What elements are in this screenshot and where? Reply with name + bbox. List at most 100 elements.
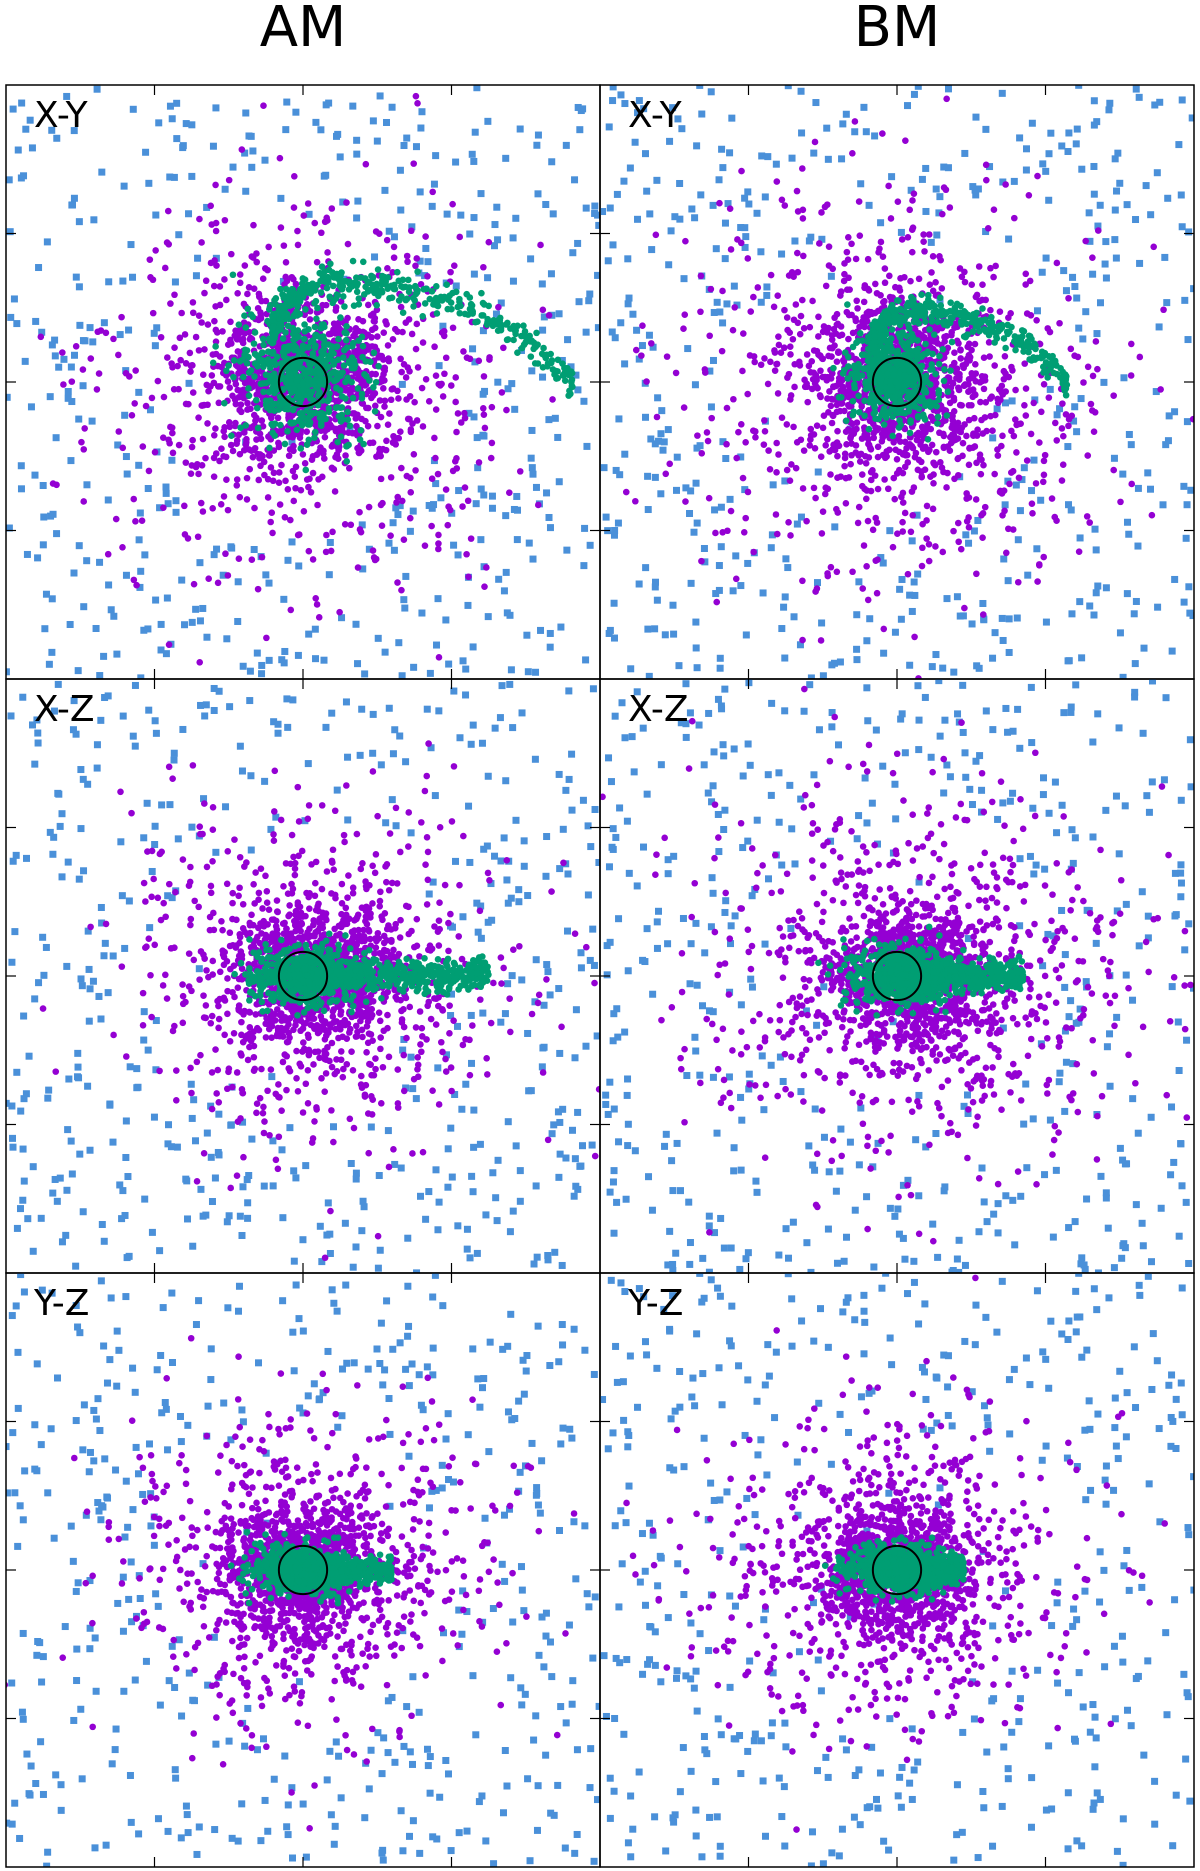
star-point — [884, 485, 892, 493]
dark-matter-point — [1106, 99, 1114, 107]
star-point — [1068, 412, 1076, 420]
star-point — [1127, 340, 1135, 348]
gas-point — [307, 391, 314, 398]
dark-matter-point — [886, 527, 894, 535]
gas-point — [251, 329, 259, 336]
gas-point — [461, 310, 469, 318]
star-point — [275, 469, 283, 476]
gas-point — [299, 386, 307, 393]
dark-matter-point — [1067, 506, 1075, 514]
dark-matter-point — [718, 145, 726, 153]
dark-matter-point — [48, 126, 56, 134]
dark-matter-point — [45, 660, 53, 668]
star-point — [1037, 408, 1045, 416]
star-point — [258, 553, 266, 561]
star-point — [432, 406, 440, 413]
star-point — [537, 241, 544, 249]
star-point — [960, 364, 968, 372]
gas-point — [251, 373, 258, 380]
star-point — [1002, 181, 1009, 188]
star-point — [959, 452, 966, 460]
dark-matter-point — [980, 616, 988, 624]
star-point — [749, 427, 757, 434]
star-point — [1094, 227, 1102, 234]
dark-matter-point — [157, 620, 165, 628]
star-point — [752, 434, 759, 441]
star-point — [305, 547, 313, 555]
star-point — [902, 137, 909, 144]
star-point — [149, 276, 157, 284]
star-point — [1084, 452, 1092, 459]
dark-matter-point — [586, 290, 594, 298]
dark-matter-point — [125, 326, 133, 334]
dark-matter-point — [608, 328, 616, 336]
star-point — [780, 344, 788, 352]
dark-matter-point — [855, 578, 863, 586]
star-point — [68, 378, 76, 385]
star-point — [771, 367, 779, 374]
dark-matter-point — [975, 664, 983, 672]
star-point — [225, 419, 233, 426]
star-point — [926, 281, 934, 288]
dark-matter-point — [998, 89, 1006, 97]
dark-matter-point — [459, 657, 467, 665]
star-point — [447, 382, 455, 389]
star-point — [760, 441, 768, 448]
dark-matter-point — [729, 587, 737, 595]
dark-matter-point — [283, 98, 291, 106]
star-point — [739, 474, 747, 482]
star-point — [87, 355, 95, 362]
star-point — [837, 473, 845, 480]
dark-matter-point — [509, 277, 517, 285]
star-point — [301, 460, 309, 467]
star-point — [241, 429, 248, 436]
star-point — [335, 319, 343, 327]
star-point — [855, 503, 863, 511]
star-point — [465, 573, 472, 581]
star-point — [738, 167, 745, 175]
gas-point — [288, 389, 295, 396]
star-point — [978, 372, 986, 380]
dark-matter-point — [796, 641, 804, 649]
star-point — [130, 576, 138, 584]
star-point — [977, 398, 984, 406]
star-point — [309, 452, 317, 460]
star-point — [811, 445, 819, 452]
dark-matter-point — [745, 200, 753, 208]
star-point — [792, 301, 800, 308]
dark-matter-point — [555, 310, 563, 318]
dark-matter-point — [1162, 441, 1170, 449]
dark-matter-point — [416, 188, 424, 196]
dark-matter-point — [693, 664, 701, 672]
dark-matter-point — [491, 221, 499, 229]
dark-matter-point — [651, 473, 659, 481]
dark-matter-point — [1000, 555, 1008, 563]
gas-point — [484, 319, 491, 326]
dark-matter-point — [1168, 647, 1176, 655]
star-point — [369, 547, 377, 554]
star-point — [819, 424, 827, 432]
dark-matter-point — [528, 367, 536, 375]
star-point — [781, 202, 789, 209]
star-point — [987, 306, 994, 314]
star-point — [950, 527, 957, 535]
gas-point — [324, 273, 332, 281]
dark-matter-point — [908, 607, 916, 615]
star-point — [746, 352, 754, 359]
dark-matter-point — [1069, 273, 1077, 281]
dark-matter-point — [64, 388, 72, 396]
star-point — [195, 414, 202, 421]
dark-matter-point — [1004, 577, 1012, 585]
dark-matter-point — [192, 272, 200, 280]
dark-matter-point — [151, 342, 159, 350]
gas-point — [339, 293, 347, 300]
star-point — [97, 327, 105, 334]
star-point — [192, 333, 200, 341]
star-point — [930, 479, 937, 487]
star-point — [961, 604, 968, 612]
star-point — [797, 312, 805, 320]
star-point — [334, 398, 342, 405]
dark-matter-point — [282, 126, 290, 134]
dark-matter-point — [1071, 283, 1079, 291]
star-point — [418, 384, 426, 392]
